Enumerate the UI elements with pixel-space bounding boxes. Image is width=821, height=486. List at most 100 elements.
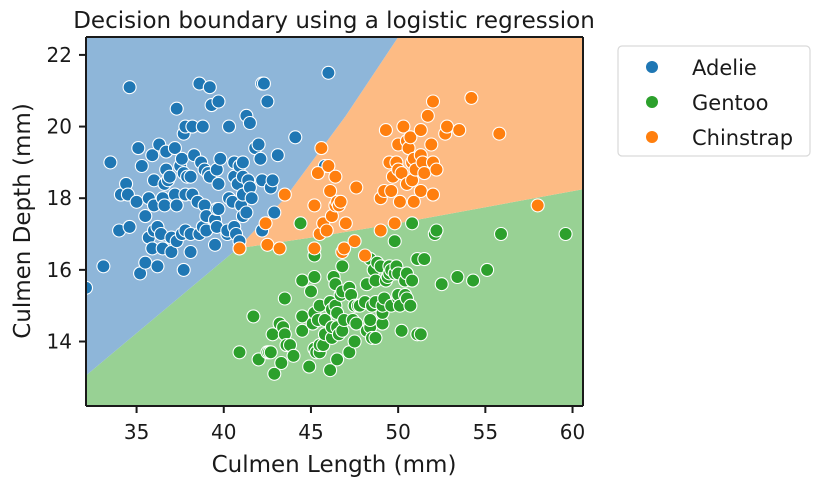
chinstrap-point (424, 137, 439, 152)
x-tick-label: 50 (385, 420, 410, 444)
chinstrap-point (392, 194, 407, 209)
adelie-point (96, 259, 111, 274)
adelie-point (176, 262, 191, 277)
legend-label: Adelie (692, 56, 757, 80)
gentoo-point (293, 216, 308, 231)
gentoo-point (295, 273, 310, 288)
gentoo-point (480, 262, 495, 277)
y-tick-label: 20 (47, 115, 72, 139)
adelie-point (169, 198, 184, 213)
legend-label: Chinstrap (692, 126, 793, 150)
series-gentoo (232, 216, 573, 381)
adelie-point (195, 119, 210, 134)
legend: Adelie Gentoo Chinstrap (617, 45, 811, 157)
chinstrap-point (464, 90, 479, 105)
chinstrap-point (420, 108, 435, 123)
adelie-point (157, 198, 172, 213)
gentoo-point (349, 316, 364, 331)
adelie-point (207, 237, 223, 252)
adelie-point (122, 80, 137, 95)
gentoo-point (302, 359, 317, 374)
adelie-point (256, 76, 271, 91)
chinstrap-point (530, 198, 545, 213)
y-axis-label: Culmen Depth (mm) (10, 103, 36, 339)
y-tick-label: 14 (47, 330, 72, 354)
legend-item-chinstrap: Chinstrap (646, 126, 793, 150)
x-axis-ticks: 35 40 45 50 55 60 (124, 406, 585, 444)
adelie-point (242, 115, 257, 131)
gentoo-point (405, 273, 420, 288)
adelie-point (131, 141, 146, 156)
gentoo-point (450, 269, 465, 285)
gentoo-point (417, 252, 432, 267)
series-chinstrap (232, 90, 545, 263)
legend-label: Gentoo (692, 91, 768, 115)
gentoo-point (394, 323, 409, 338)
adelie-point (167, 141, 182, 156)
gentoo-point (493, 226, 509, 242)
adelie-point (265, 173, 280, 188)
gentoo-point (347, 334, 362, 349)
chinstrap-point (258, 216, 273, 231)
adelie-point (211, 94, 226, 109)
adelie-point (134, 158, 149, 174)
chinstrap-point (413, 183, 428, 199)
chinstrap-point (307, 241, 322, 256)
legend-box (617, 45, 811, 157)
gentoo-point (295, 323, 310, 338)
adelie-point (183, 244, 198, 260)
chinstrap-point (333, 194, 348, 209)
adelie-point (239, 205, 254, 220)
chinstrap-point (232, 241, 247, 256)
chinstrap-point (319, 223, 334, 238)
chinstrap-point (307, 198, 322, 213)
gentoo-point (363, 312, 378, 328)
adelie-point (122, 219, 137, 234)
x-tick-label: 35 (124, 420, 149, 444)
gentoo-point (232, 345, 247, 360)
chinstrap-point (310, 166, 325, 181)
y-tick-label: 16 (47, 258, 72, 282)
chinstrap-point (338, 216, 353, 231)
chinstrap-point (492, 126, 507, 141)
gentoo-point (263, 345, 278, 360)
chinstrap-point (439, 119, 455, 134)
chinstrap-point (337, 241, 352, 256)
adelie-point (103, 155, 118, 170)
y-tick-label: 22 (47, 43, 72, 67)
chinstrap-point (314, 141, 329, 156)
adelie-point (174, 151, 189, 166)
adelie-point (162, 169, 177, 184)
gentoo-marker-icon (646, 96, 658, 108)
gentoo-point (429, 223, 444, 238)
adelie-point (221, 119, 237, 134)
adelie-point (86, 280, 94, 295)
adelie-point (145, 148, 160, 163)
adelie-point (169, 101, 184, 116)
chinstrap-point (328, 169, 343, 184)
legend-item-adelie: Adelie (646, 56, 757, 80)
gentoo-point (246, 309, 261, 324)
chinstrap-point (417, 166, 432, 181)
adelie-point (244, 191, 259, 206)
gentoo-point (286, 348, 301, 363)
adelie-point (138, 209, 153, 224)
chinstrap-point (452, 123, 467, 138)
x-tick-label: 45 (298, 420, 323, 444)
adelie-point (138, 255, 153, 270)
chinstrap-point (373, 223, 388, 238)
y-tick-label: 18 (47, 186, 72, 210)
gentoo-point (267, 366, 282, 381)
y-axis-ticks: 14 16 18 20 22 (47, 43, 86, 354)
gentoo-point (413, 327, 428, 342)
adelie-point (202, 80, 217, 95)
chinstrap-point (378, 123, 393, 138)
chinstrap-marker-icon (646, 131, 658, 143)
chinstrap-point (347, 234, 362, 249)
gentoo-point (307, 269, 322, 285)
x-tick-label: 40 (211, 420, 236, 444)
adelie-point (260, 94, 275, 109)
adelie-point (211, 176, 226, 191)
adelie-point (288, 130, 303, 145)
gentoo-point (323, 363, 338, 378)
